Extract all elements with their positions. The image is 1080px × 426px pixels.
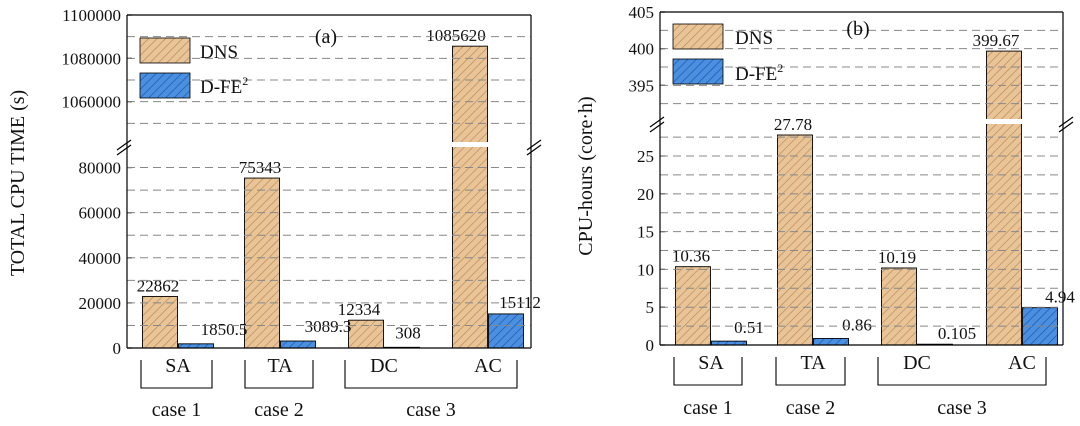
legend-label-dns-b: DNS [735,28,773,49]
legend-label-dfe-a: D-FE2 [200,74,248,98]
y-tick-label: 5 [646,298,655,317]
data-label-dns-ta: 27.78 [774,115,812,134]
y-tick-label: 60000 [79,204,122,223]
data-label-dfe-ta: 3089.3 [305,317,352,336]
y-tick-label: 0 [646,336,655,355]
y-tick-label: 20000 [79,294,122,313]
data-label-dns-sa: 10.36 [672,247,710,266]
bar-break-gap [450,142,490,147]
bar-dfe-sa [178,343,214,349]
bar-dfe-ta [280,340,316,349]
y-tick-labels-b: 0 5 10 15 20 25 395 400 405 [629,3,665,355]
bar-dns-ta [777,134,813,346]
data-label-dns-ac: 1085620 [426,26,486,45]
data-label-dns-dc: 12334 [338,300,381,319]
panel-label-a: (a) [315,26,337,48]
y-tick-label: 0 [113,339,122,358]
gridlines-b [660,29,1063,327]
group-label-3: case 3 [406,399,455,421]
bar-dns-dc [348,319,384,349]
group-bracket [244,360,314,389]
y-tick-labels-a: 0 20000 40000 60000 80000 1060000 1080000 11000… [62,6,132,358]
bar-dfe-ac [488,313,524,349]
y-tick-label: 25 [637,147,654,166]
bar-dns-ta [244,177,280,349]
x-tick-label-ac: AC [474,355,502,377]
bar-dns-dc [881,267,917,346]
chart-a: TOTAL CPU TIME (s) 0 20000 40000 60000 80000… [7,6,542,421]
y-tick-label: 395 [629,76,655,95]
legend-label-dfe-b: D-FE2 [735,61,783,85]
data-label-dfe-sa: 1850.5 [201,320,248,339]
x-tick-label-ta: TA [267,355,293,377]
x-tick-label-sa: SA [165,355,191,377]
x-tick-label-ac: AC [1008,352,1036,374]
group-label-2: case 2 [786,397,835,419]
group-label-2: case 2 [254,399,303,421]
y-tick-label: 10 [637,260,654,279]
data-label-dns-ac: 399.67 [973,31,1020,50]
legend-swatch-dfe-a [139,72,191,99]
group-bracket [877,357,1047,386]
y-axis-label-b: CPU-hours (core·h) [575,96,597,255]
group-bracket [673,357,743,386]
x-axis-labels-b: SA TA DC AC case 1 case 2 case 3 [673,352,1047,419]
axis-break-a [116,139,542,156]
y-tick-label: 400 [629,40,655,59]
x-tick-label-ta: TA [800,352,826,374]
group-label-3: case 3 [937,397,986,419]
group-bracket [140,360,213,389]
data-label-dfe-ta: 0.86 [842,315,872,334]
x-tick-label-sa: SA [698,352,724,374]
data-label-dns-dc: 10.19 [878,248,916,267]
legend-a: DNS D-FE2 [139,37,248,99]
y-tick-label: 20 [637,185,654,204]
panel-label-b: (b) [846,18,869,40]
data-label-dfe-ac: 4.94 [1045,288,1075,307]
y-tick-label: 40000 [79,249,122,268]
bar-dns-sa [142,295,178,349]
y-axis-label-a: TOTAL CPU TIME (s) [7,90,29,276]
gridlines-a [127,36,531,326]
group-bracket [344,360,518,389]
y-tick-label: 1060000 [62,93,122,112]
bar-dns-ac [452,45,488,349]
group-bracket [775,357,846,386]
x-tick-label-dc: DC [370,355,398,377]
axis-break-b [649,116,1074,133]
legend-label-dns-a: DNS [200,42,238,63]
y-tick-label: 1080000 [62,49,122,68]
bar-break-gap [984,119,1024,124]
data-label-dns-sa: 22862 [137,276,180,295]
bar-dns-sa [675,266,711,346]
bar-dfe-ta [813,338,849,346]
y-tick-label: 15 [637,223,654,242]
data-label-dfe-dc: 0.105 [938,324,976,343]
legend-swatch-dfe-b [672,58,724,85]
data-label-dfe-dc: 308 [395,323,421,342]
chart-b: CPU-hours (core·h) 0 5 10 15 20 25 395 400 405 1… [575,3,1075,419]
bar-dns-ac [986,50,1022,346]
y-tick-label: 80000 [79,159,122,178]
x-tick-label-dc: DC [903,352,931,374]
data-label-dfe-sa: 0.51 [734,318,764,337]
x-axis-labels-a: SA TA DC AC case 1 case 2 case 3 [140,355,518,421]
bars-b: 10.36 27.78 10.19 399.67 0.51 0.86 0.105 4.94 [672,31,1075,346]
y-tick-label: 1100000 [62,6,121,25]
group-label-1: case 1 [683,397,732,419]
legend-swatch-dns-b [672,23,724,50]
y-tick-label: 405 [629,3,655,22]
legend-b: DNS D-FE2 [672,23,783,85]
legend-swatch-dns-a [139,37,191,64]
group-label-1: case 1 [152,399,201,421]
